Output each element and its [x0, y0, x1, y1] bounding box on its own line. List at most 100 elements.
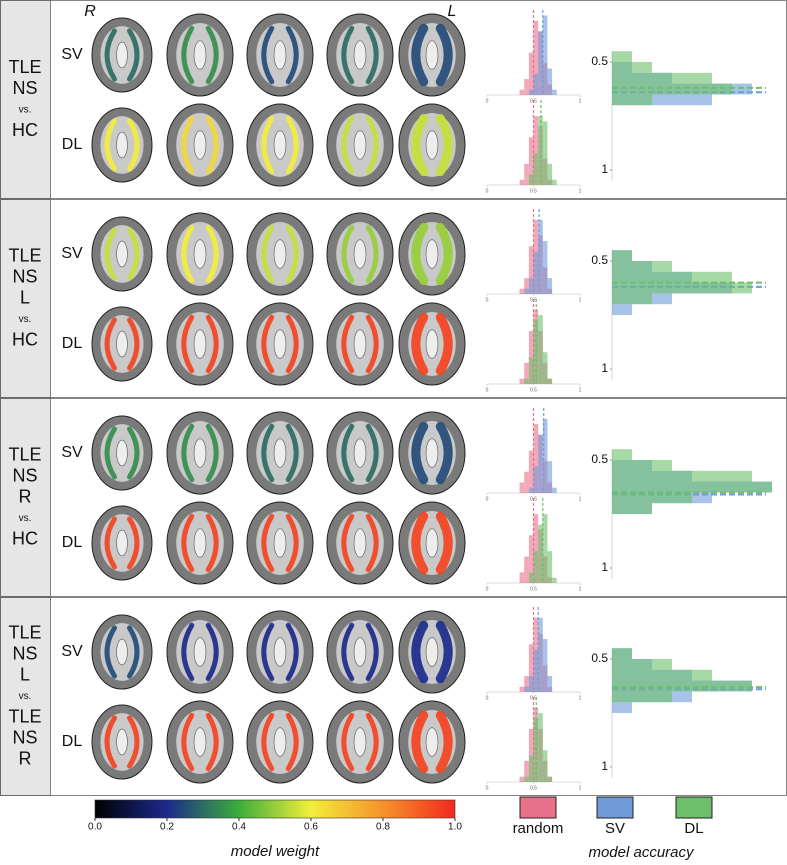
hist-tick-label: 0 [486, 586, 489, 592]
tract [285, 712, 299, 772]
hist-tick-label: 1 [579, 496, 582, 502]
legend-title: model accuracy [588, 844, 695, 861]
tract [181, 423, 195, 483]
accuracy-bar [612, 470, 752, 482]
ventricle [353, 528, 367, 558]
panel-label-line: R [19, 486, 32, 506]
accuracy-bar [612, 659, 672, 670]
tract [104, 317, 117, 371]
tract [435, 511, 453, 575]
hist-bar [524, 686, 529, 692]
row-label: SV [61, 444, 83, 461]
hist-bar [524, 776, 529, 782]
accuracy-bar [612, 282, 752, 294]
hist-bar [538, 434, 543, 493]
accuracy-bar [612, 62, 652, 73]
hist-bar [538, 31, 543, 95]
accuracy-bar [612, 51, 632, 62]
ventricle [193, 239, 207, 269]
hist-bar [528, 487, 534, 493]
ventricle [273, 438, 287, 468]
hist-tick-label: 1 [579, 387, 582, 393]
hist-bar [524, 288, 529, 294]
accuracy-bar [612, 72, 712, 84]
panel-label-line: L [20, 664, 30, 684]
tract [127, 715, 140, 769]
panel-label-line: HC [12, 528, 38, 548]
hist-bar [528, 89, 534, 95]
hist-bar [519, 572, 525, 583]
colorbar-tick-label: 0.6 [304, 822, 318, 833]
hist-bar [542, 15, 548, 95]
hist-bar [528, 137, 534, 185]
hist-bar [547, 676, 553, 692]
panel-label-line: NS [12, 727, 37, 747]
tract [205, 712, 219, 772]
panel-label-line: HC [12, 329, 38, 349]
tract [341, 115, 355, 175]
hist-bar [528, 676, 534, 692]
hist-bar [538, 713, 543, 782]
ventricle [116, 41, 128, 69]
tract [435, 421, 453, 485]
hist-bar [533, 251, 539, 294]
tract [181, 622, 195, 682]
tract [127, 516, 140, 570]
legend-swatch [519, 796, 557, 819]
tract [285, 314, 299, 374]
hist-bar [524, 471, 529, 493]
tract [435, 710, 453, 774]
colorbar-label: model weight [231, 843, 320, 860]
hist-tick-label: 1 [579, 586, 582, 592]
ventricle [193, 438, 207, 468]
tract [205, 423, 219, 483]
tract [341, 314, 355, 374]
hist-tick-label: 0 [486, 188, 489, 194]
ventricle [273, 637, 287, 667]
hist-bar [533, 116, 539, 185]
tract [127, 118, 140, 172]
ventricle [425, 329, 439, 359]
hist-bar [547, 551, 553, 583]
tract [205, 224, 219, 284]
panel-label-line: L [20, 287, 30, 307]
ventricle [273, 727, 287, 757]
hist-bar [538, 219, 543, 294]
ventricle [116, 240, 128, 268]
accuracy-bar [612, 460, 672, 471]
ventricle [273, 239, 287, 269]
tract [411, 421, 429, 485]
tract [127, 227, 140, 281]
accuracy-bar [612, 648, 632, 659]
hist-bar [533, 153, 539, 185]
accuracy-bar [612, 702, 632, 713]
ventricle [353, 40, 367, 70]
tract [285, 423, 299, 483]
panel-label-line: NS [12, 465, 37, 485]
ventricle [273, 40, 287, 70]
tract [435, 23, 453, 87]
hist-bar [519, 686, 525, 692]
tract [365, 25, 379, 85]
tract [181, 513, 195, 573]
hist-tick-label: 0.5 [530, 785, 537, 791]
tract [261, 224, 275, 284]
tract [435, 222, 453, 286]
accuracy-bar [612, 250, 632, 261]
panel-label-line: TLE [8, 706, 41, 726]
ventricle [273, 528, 287, 558]
hist-tick-label: 0 [486, 98, 489, 104]
ventricle [116, 529, 128, 557]
panel-label-line: NS [12, 643, 37, 663]
ventricle [193, 727, 207, 757]
accuracy-bar [612, 94, 712, 106]
tract [285, 622, 299, 682]
accuracy-tick-label: 1 [601, 361, 608, 375]
hist-bar [533, 649, 539, 692]
tract [365, 115, 379, 175]
hist-bar [547, 163, 553, 185]
panel-label-line: TLE [8, 245, 41, 265]
tract [104, 426, 117, 480]
hist-bar [552, 487, 557, 493]
row-label: DL [62, 534, 83, 551]
